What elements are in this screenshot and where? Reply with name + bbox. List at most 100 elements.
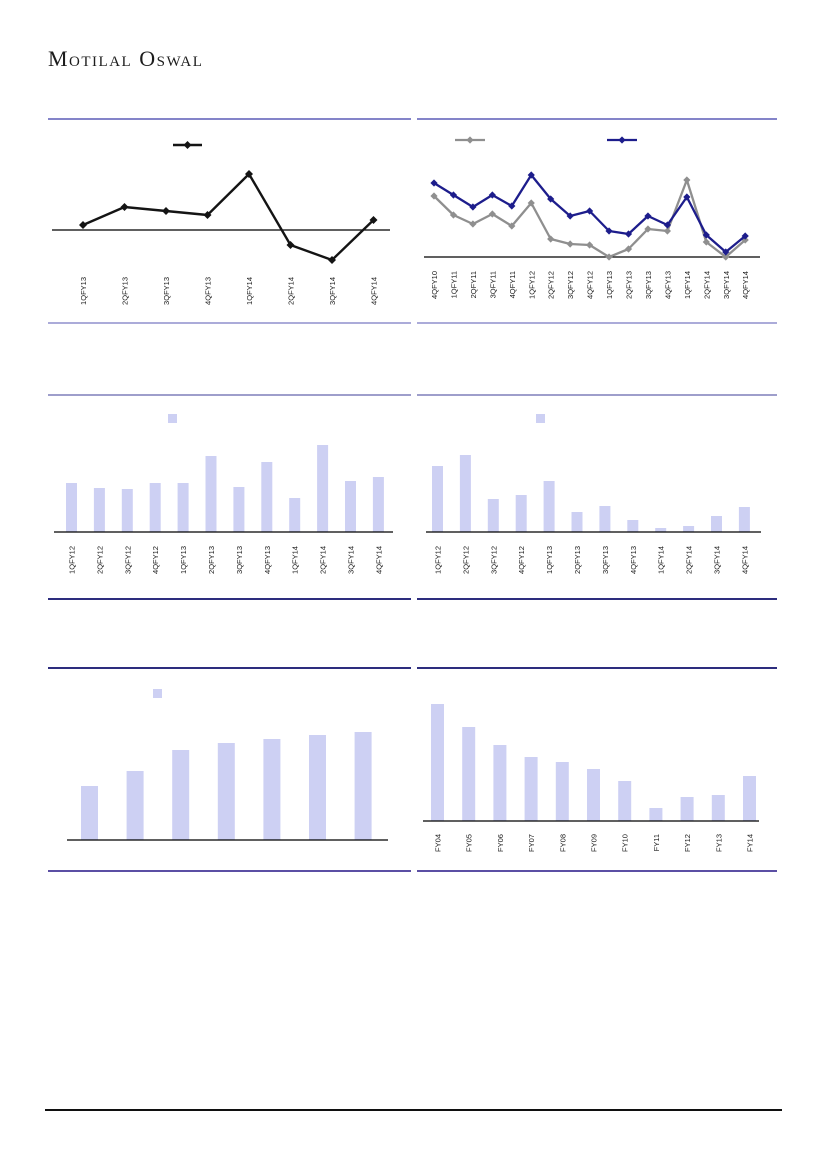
x-axis-label: FY14 bbox=[746, 834, 755, 852]
chart-panel-top-right: 4QFY10 1QFY11 2QFY11 3QFY11 4QFY11 1QFY12 2QFY… bbox=[417, 118, 777, 324]
bar bbox=[81, 786, 98, 840]
legend-diamond-marker bbox=[466, 136, 474, 144]
chart-panel-bottom-right: FY04 FY05 FY06 FY07 FY08 FY09 FY10 FY11 FY12 FY13… bbox=[417, 667, 777, 872]
bar bbox=[493, 745, 507, 821]
x-axis-label: FY09 bbox=[590, 834, 599, 852]
data-point-marker bbox=[162, 207, 170, 215]
data-point-marker bbox=[722, 253, 730, 261]
bar bbox=[587, 769, 600, 821]
bar bbox=[354, 732, 372, 840]
data-point-marker bbox=[663, 227, 671, 235]
chart-canvas-bar-unlabeled bbox=[67, 689, 388, 841]
data-point-marker bbox=[203, 211, 212, 219]
bar bbox=[261, 462, 273, 532]
x-axis-label: FY13 bbox=[714, 834, 723, 852]
data-point-marker bbox=[527, 199, 535, 207]
x-axis-label: 2QFY12 bbox=[95, 546, 104, 574]
bar bbox=[555, 762, 569, 821]
data-point-marker bbox=[663, 221, 671, 229]
data-point-marker bbox=[430, 192, 438, 200]
x-axis-label: 3QFY13 bbox=[162, 277, 171, 305]
chart-panel-top-left: 1QFY13 2QFY13 3QFY13 4QFY13 1QFY14 2QFY14 3QFY… bbox=[48, 118, 411, 324]
x-axis-label: 1QFY13 bbox=[545, 546, 554, 574]
bar bbox=[217, 743, 235, 840]
x-axis-label: 2QFY12 bbox=[547, 271, 556, 299]
x-axis-label: 2QFY13 bbox=[121, 277, 130, 305]
x-axis-label: 4QFY14 bbox=[741, 271, 750, 299]
x-axis-label: 1QFY14 bbox=[245, 277, 254, 305]
data-point-marker bbox=[328, 256, 336, 264]
x-axis-label: FY05 bbox=[465, 834, 474, 852]
data-point-marker bbox=[683, 193, 691, 201]
x-axis-label: 3QFY13 bbox=[235, 546, 244, 574]
data-point-marker bbox=[527, 171, 535, 179]
data-point-marker bbox=[286, 241, 295, 249]
data-point-marker bbox=[605, 253, 613, 261]
bar bbox=[655, 528, 667, 532]
bar bbox=[309, 735, 326, 840]
footer-rule bbox=[45, 1109, 782, 1111]
bar bbox=[149, 483, 161, 532]
x-axis-label: 2QFY13 bbox=[207, 546, 216, 574]
chart-panel-bottom-left bbox=[48, 667, 411, 872]
bar bbox=[571, 512, 583, 532]
x-axis-label: FY08 bbox=[558, 834, 567, 852]
bar bbox=[649, 808, 663, 821]
bar bbox=[289, 498, 301, 532]
data-line bbox=[82, 172, 375, 262]
bar bbox=[317, 445, 329, 532]
x-axis-label: 4QFY12 bbox=[151, 546, 160, 574]
x-axis-label: 4QFY12 bbox=[586, 271, 595, 299]
chart-canvas-line-two-series: 4QFY10 1QFY11 2QFY11 3QFY11 4QFY11 1QFY12 2QFY… bbox=[424, 136, 760, 299]
x-axis-label: 1QFY13 bbox=[605, 271, 614, 299]
x-axis-label: 2QFY14 bbox=[702, 271, 711, 299]
data-point-marker bbox=[624, 245, 633, 253]
data-point-marker bbox=[245, 170, 253, 178]
x-axis-label: 4QFY13 bbox=[204, 277, 213, 305]
bar bbox=[263, 739, 281, 840]
x-axis-label: 4QFY14 bbox=[370, 277, 379, 305]
x-axis-label: 4QFY14 bbox=[374, 546, 383, 574]
data-point-marker bbox=[120, 203, 129, 211]
data-point-marker bbox=[702, 238, 710, 246]
bar bbox=[431, 704, 444, 821]
chart-panel-middle-left: 1QFY12 2QFY12 3QFY12 4QFY12 1QFY13 2QFY13 3QFY… bbox=[48, 394, 411, 600]
bar bbox=[515, 495, 527, 532]
bar bbox=[738, 507, 750, 532]
x-axis-label: 3QFY12 bbox=[566, 271, 575, 299]
data-point-marker bbox=[702, 231, 710, 239]
x-axis-label: FY10 bbox=[621, 834, 630, 852]
data-point-marker bbox=[741, 236, 749, 244]
data-point-marker bbox=[741, 232, 749, 240]
bar bbox=[524, 757, 538, 821]
legend-square-swatch bbox=[153, 689, 162, 698]
bar bbox=[599, 506, 611, 532]
x-axis-label: FY11 bbox=[652, 834, 661, 851]
x-axis-label: 1QFY13 bbox=[179, 546, 188, 574]
x-axis-label: 2QFY14 bbox=[685, 546, 694, 574]
x-axis-label: 2QFY13 bbox=[573, 546, 582, 574]
x-axis-label: 1QFY12 bbox=[527, 271, 536, 299]
bar bbox=[543, 481, 555, 532]
bar bbox=[711, 795, 725, 821]
x-axis-label: 2QFY13 bbox=[625, 271, 634, 299]
x-axis-label: 3QFY11 bbox=[488, 271, 497, 298]
chart-canvas-bar-yearly: FY04 FY05 FY06 FY07 FY08 FY09 FY10 FY11 FY12 FY13… bbox=[423, 704, 759, 852]
bar bbox=[177, 483, 189, 532]
legend-diamond-marker bbox=[618, 136, 626, 144]
x-axis-label: 1QFY13 bbox=[79, 277, 88, 305]
data-point-marker bbox=[683, 176, 691, 184]
bar bbox=[345, 481, 356, 532]
data-point-marker bbox=[430, 179, 438, 187]
legend-square-swatch bbox=[536, 414, 545, 423]
x-axis-label: 4QFY11 bbox=[508, 271, 517, 298]
data-point-marker bbox=[624, 230, 633, 238]
x-axis-label: 4QFY14 bbox=[740, 546, 749, 574]
bar bbox=[233, 487, 245, 532]
chart-canvas-bar-quarterly-right: 1QFY12 2QFY12 3QFY12 4QFY12 1QFY13 2QFY13 3QFY… bbox=[426, 414, 761, 574]
legend-diamond-marker bbox=[183, 141, 192, 149]
chart-panel-middle-right: 1QFY12 2QFY12 3QFY12 4QFY12 1QFY13 2QFY13 3QFY… bbox=[417, 394, 777, 600]
x-axis-label: 1QFY12 bbox=[68, 546, 77, 574]
x-axis-label: 1QFY14 bbox=[683, 271, 692, 299]
x-axis-label: FY07 bbox=[527, 834, 536, 852]
